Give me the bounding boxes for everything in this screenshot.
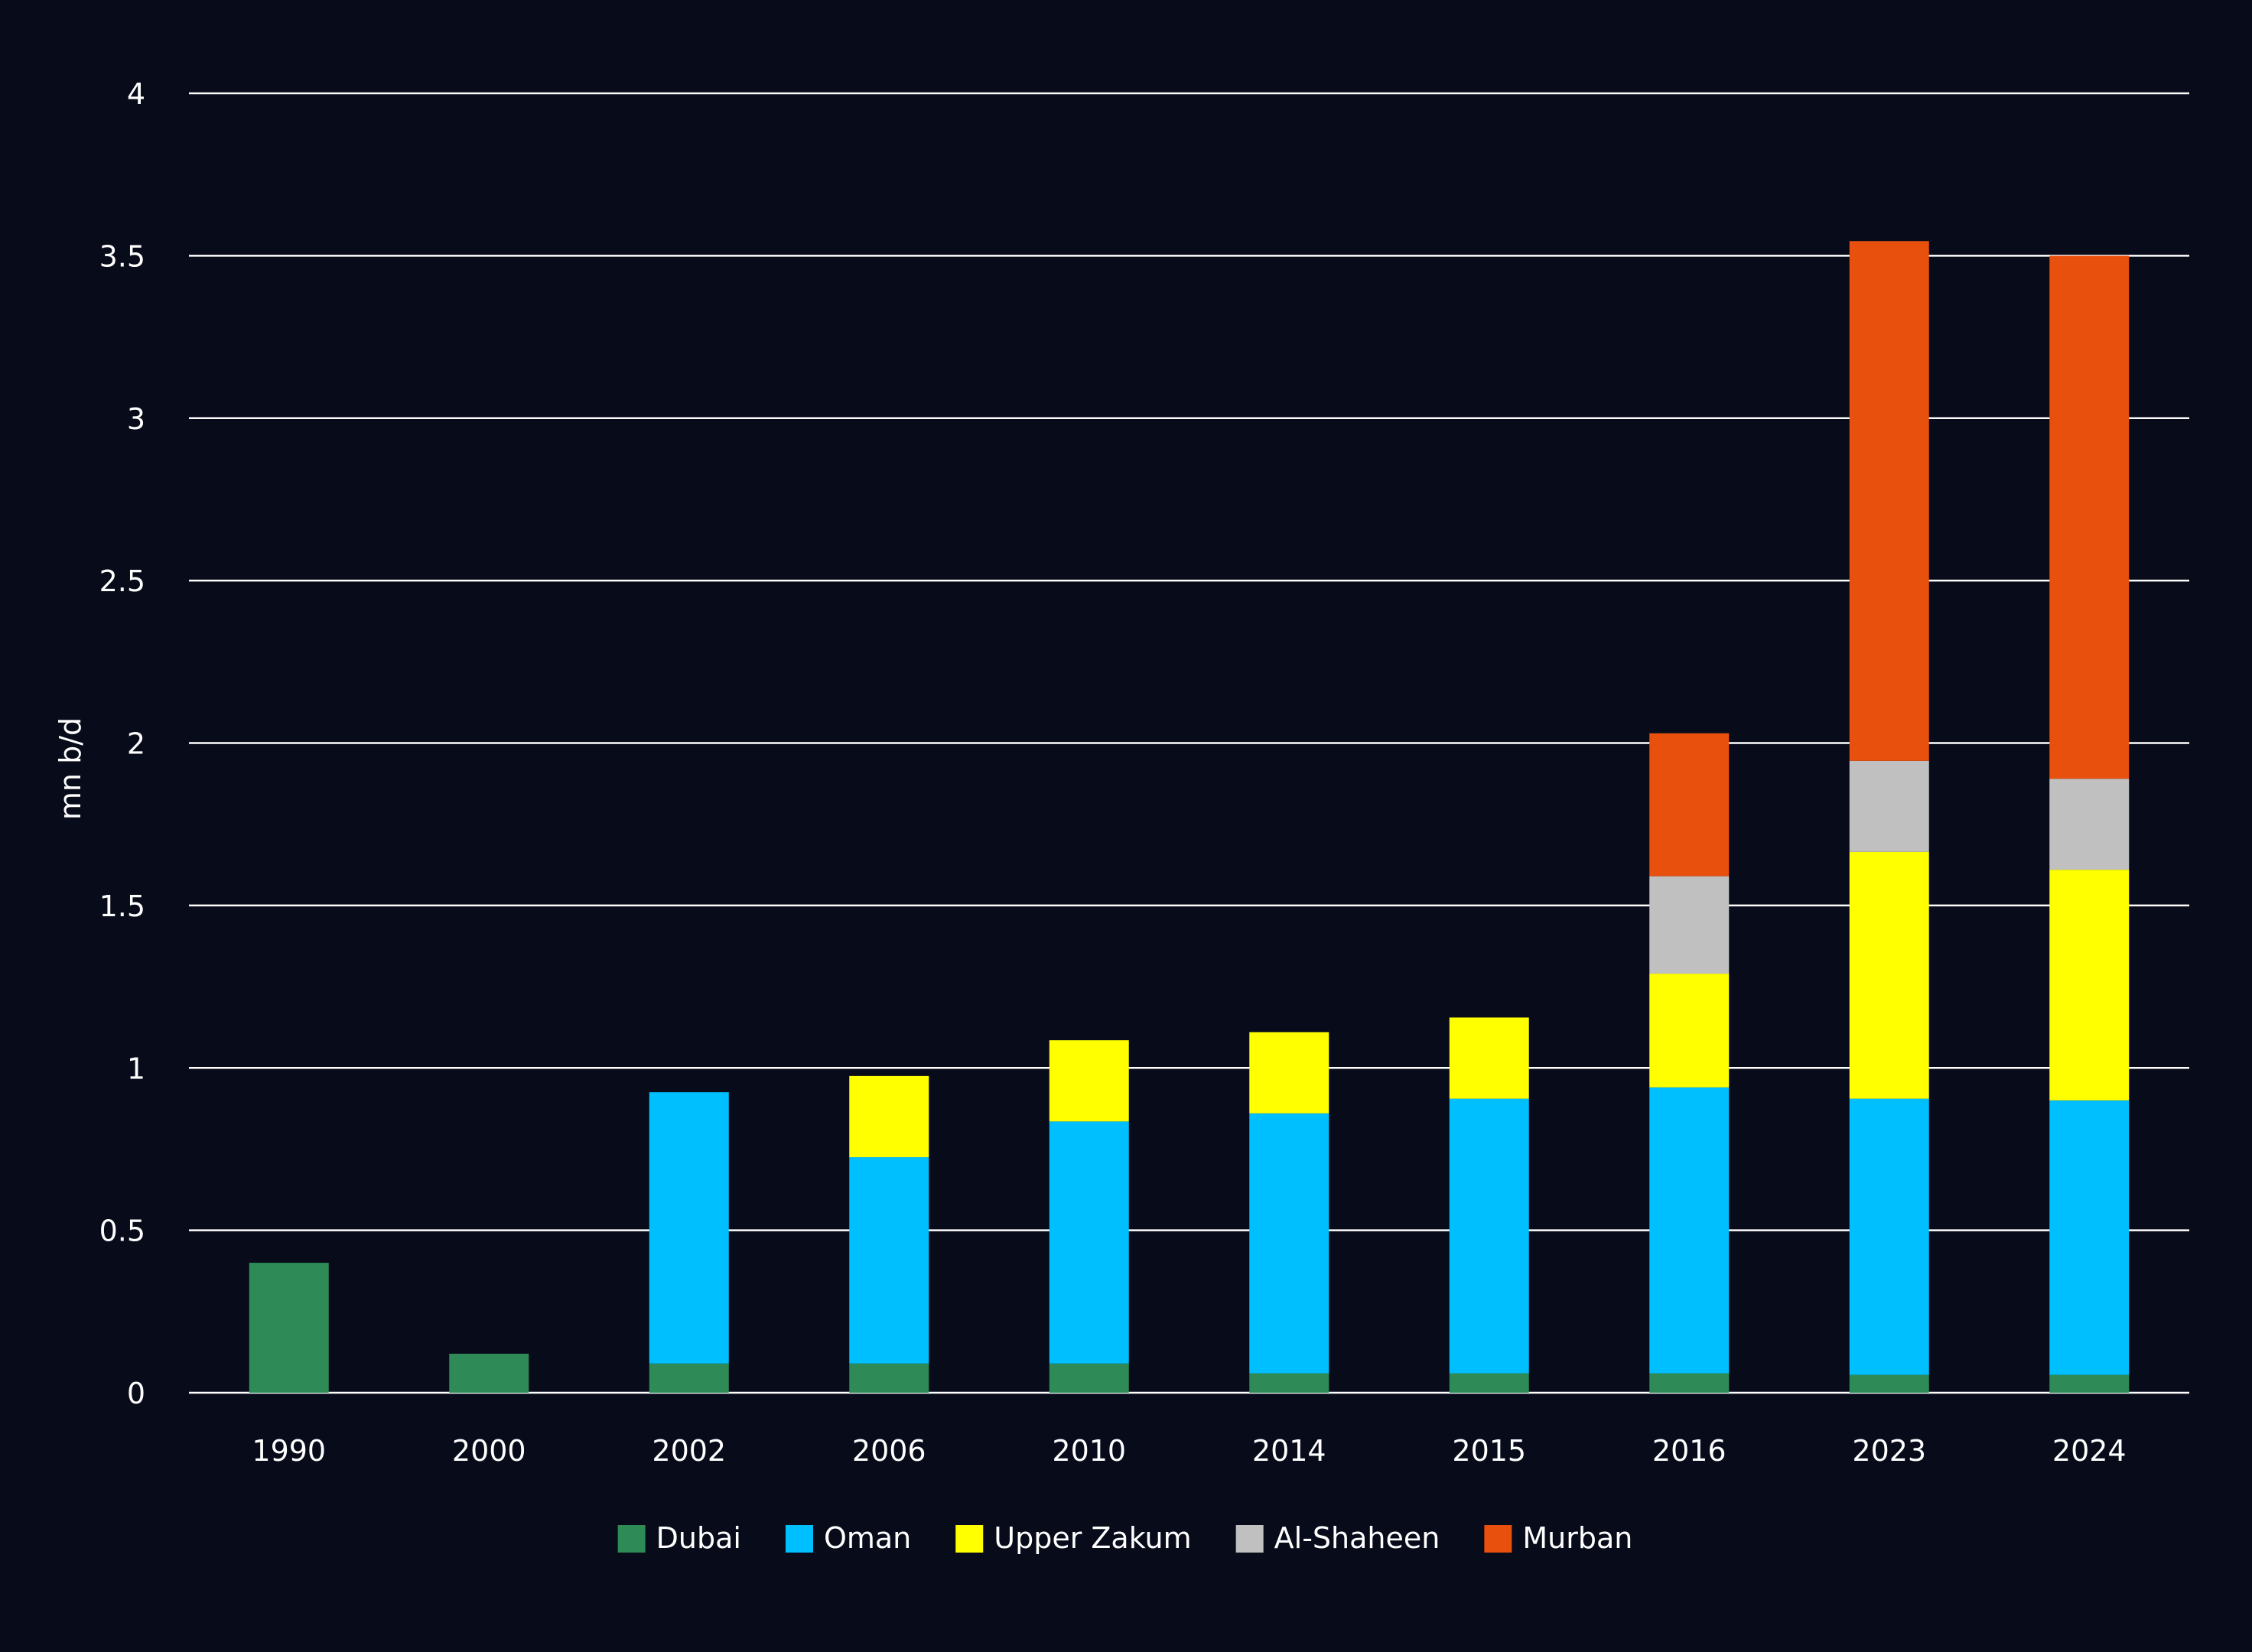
bar-segment-murban-2023	[1849, 241, 1929, 761]
legend-swatch	[1235, 1525, 1264, 1553]
y-axis-ticks: 0 0.5 1 1.5 2 2.5 3 3.5 4	[99, 77, 145, 1410]
y-tick-label: 0.5	[99, 1215, 145, 1248]
legend-item-murban: Murban	[1484, 1521, 1632, 1555]
bar-segment-upper-zakum-2006	[849, 1075, 929, 1158]
legend: Dubai Oman Upper Zakum Al-Shaheen Murban	[617, 1521, 1632, 1555]
legend-label: Oman	[824, 1521, 911, 1555]
legend-swatch	[785, 1525, 813, 1553]
bar-segment-upper-zakum-2014	[1249, 1032, 1329, 1114]
legend-label: Murban	[1522, 1521, 1632, 1555]
legend-label: Al-Shaheen	[1274, 1521, 1440, 1555]
legend-swatch	[617, 1525, 646, 1553]
bar-segment-oman-2006	[849, 1157, 929, 1364]
legend-label: Dubai	[656, 1521, 741, 1555]
y-tick-label: 3.5	[99, 239, 145, 273]
y-tick-label: 3	[127, 402, 145, 436]
legend-swatch	[1484, 1525, 1512, 1553]
legend-swatch	[955, 1525, 984, 1553]
x-tick-label: 1990	[252, 1434, 326, 1468]
bar-segment-murban-2016	[1649, 733, 1730, 876]
x-tick-label: 2006	[852, 1434, 926, 1468]
bar-segment-oman-2024	[2049, 1100, 2130, 1375]
x-axis-ticks: 1990 2000 2002 2006 2010 2014 2015 2016 2023 2024	[252, 1434, 2126, 1468]
y-tick-label: 2.5	[99, 564, 145, 598]
legend-item-upper-zakum: Upper Zakum	[955, 1521, 1192, 1555]
x-tick-label: 2010	[1052, 1434, 1126, 1468]
y-axis-label: mn b/d	[54, 717, 87, 820]
bar-segment-upper-zakum-2015	[1449, 1017, 1529, 1099]
bar-segment-oman-2010	[1049, 1121, 1129, 1364]
bar-segment-upper-zakum-2010	[1049, 1040, 1129, 1122]
bar-segment-al-shaheen-2016	[1649, 876, 1730, 974]
legend-label: Upper Zakum	[994, 1521, 1191, 1555]
bar-segment-dubai-2015	[1449, 1373, 1529, 1393]
bar-segment-dubai-2024	[2049, 1374, 2130, 1393]
bar-segment-dubai-2023	[1849, 1374, 1929, 1393]
bar-segment-dubai-2000	[449, 1354, 529, 1393]
y-tick-label: 1.5	[99, 889, 145, 923]
x-tick-label: 2000	[452, 1434, 526, 1468]
gridlines	[189, 92, 2189, 1394]
bar-segment-oman-2016	[1649, 1087, 1730, 1374]
y-tick-label: 2	[127, 727, 145, 761]
bar-segment-upper-zakum-2016	[1649, 974, 1730, 1088]
legend-item-dubai: Dubai	[617, 1521, 741, 1555]
legend-item-oman: Oman	[785, 1521, 911, 1555]
bar-segment-oman-2002	[649, 1092, 729, 1364]
bar-segment-al-shaheen-2023	[1849, 760, 1929, 852]
x-tick-label: 2014	[1252, 1434, 1326, 1468]
x-tick-label: 2024	[2052, 1434, 2127, 1468]
bar-segment-oman-2014	[1249, 1113, 1329, 1374]
bar-segment-dubai-2010	[1049, 1363, 1129, 1393]
bar-segment-upper-zakum-2024	[2049, 870, 2130, 1101]
x-tick-label: 2015	[1452, 1434, 1526, 1468]
x-tick-label: 2002	[652, 1434, 726, 1468]
bar-segment-dubai-2006	[849, 1363, 929, 1393]
bar-segment-murban-2024	[2049, 255, 2130, 779]
bars	[249, 241, 2130, 1393]
bar-segment-al-shaheen-2024	[2049, 779, 2130, 870]
y-tick-label: 4	[127, 77, 145, 111]
bar-segment-dubai-1990	[249, 1263, 329, 1393]
bar-segment-oman-2015	[1449, 1098, 1529, 1374]
bar-segment-oman-2023	[1849, 1098, 1929, 1375]
y-tick-label: 1	[127, 1052, 145, 1085]
bar-segment-upper-zakum-2023	[1849, 851, 1929, 1099]
x-tick-label: 2016	[1652, 1434, 1726, 1468]
legend-item-al-shaheen: Al-Shaheen	[1235, 1521, 1440, 1555]
bar-segment-dubai-2002	[649, 1363, 729, 1393]
bar-segment-dubai-2014	[1249, 1373, 1329, 1393]
y-tick-label: 0	[127, 1377, 145, 1410]
bar-segment-dubai-2016	[1649, 1373, 1730, 1393]
x-tick-label: 2023	[1852, 1434, 1926, 1468]
